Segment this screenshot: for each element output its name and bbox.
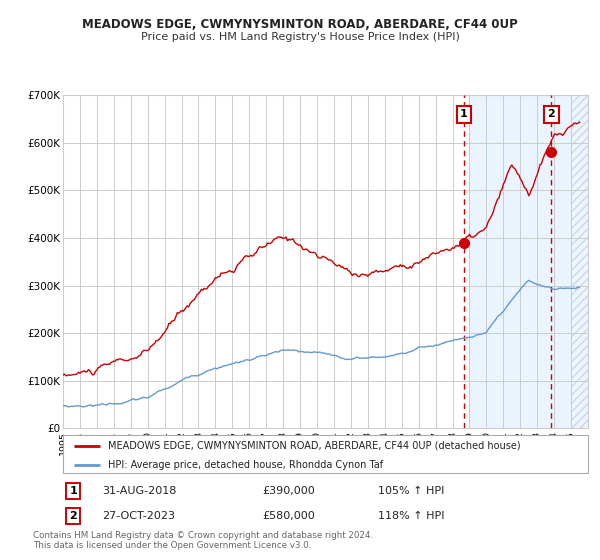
Text: 1: 1	[460, 109, 467, 119]
Text: 2: 2	[547, 109, 555, 119]
Text: £390,000: £390,000	[263, 486, 315, 496]
Text: 27-OCT-2023: 27-OCT-2023	[103, 511, 175, 521]
Text: £580,000: £580,000	[263, 511, 315, 521]
Bar	[469, 95, 571, 428]
Text: 105% ↑ HPI: 105% ↑ HPI	[378, 486, 445, 496]
Text: Contains HM Land Registry data © Crown copyright and database right 2024.
This d: Contains HM Land Registry data © Crown c…	[33, 531, 373, 550]
Bar	[571, 95, 588, 428]
Text: HPI: Average price, detached house, Rhondda Cynon Taf: HPI: Average price, detached house, Rhon…	[107, 460, 383, 470]
Text: 1: 1	[70, 486, 77, 496]
Text: MEADOWS EDGE, CWMYNYSMINTON ROAD, ABERDARE, CF44 0UP (detached house): MEADOWS EDGE, CWMYNYSMINTON ROAD, ABERDA…	[107, 441, 520, 451]
Text: 31-AUG-2018: 31-AUG-2018	[103, 486, 177, 496]
Text: Price paid vs. HM Land Registry's House Price Index (HPI): Price paid vs. HM Land Registry's House …	[140, 32, 460, 43]
Text: MEADOWS EDGE, CWMYNYSMINTON ROAD, ABERDARE, CF44 0UP: MEADOWS EDGE, CWMYNYSMINTON ROAD, ABERDA…	[82, 18, 518, 31]
Text: 2: 2	[70, 511, 77, 521]
Text: 118% ↑ HPI: 118% ↑ HPI	[378, 511, 445, 521]
FancyBboxPatch shape	[63, 435, 588, 473]
